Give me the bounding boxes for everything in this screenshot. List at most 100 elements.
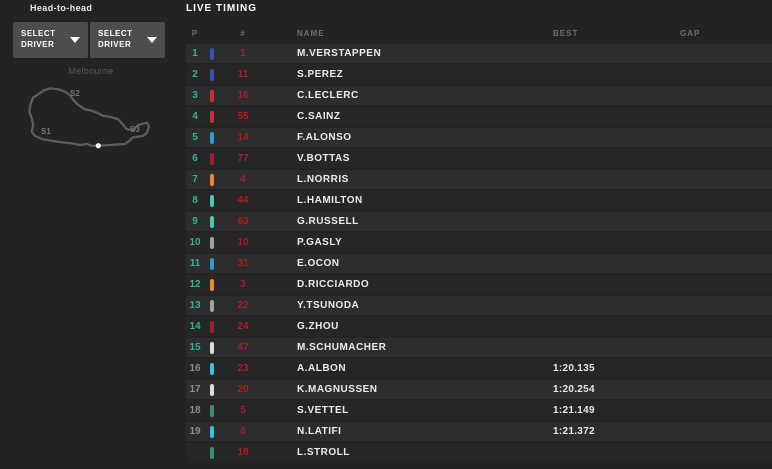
driver-name: P.GASLY (297, 237, 343, 248)
team-color-icon (210, 68, 214, 81)
head-to-head-panel: Head-to-head SELECT DRIVER SELECT DRIVER… (0, 0, 182, 469)
table-row[interactable]: 9 63 G.RUSSELL (186, 212, 772, 231)
sector-3-label: S3 (130, 125, 140, 134)
car-number: 24 (237, 321, 249, 332)
best-time: 1:21.149 (553, 405, 595, 416)
position-number: 19 (189, 426, 201, 437)
driver-name: F.ALONSO (297, 132, 352, 143)
select-driver-1-label: SELECT DRIVER (21, 29, 56, 49)
team-color-bar (204, 383, 220, 396)
car-number: 18 (237, 447, 249, 458)
driver-name: L.NORRIS (297, 174, 349, 185)
car-number: 4 (240, 174, 246, 185)
table-row[interactable]: 19 6 N.LATIFI 1:21.372 (186, 422, 772, 441)
table-row[interactable]: 3 16 C.LECLERC (186, 86, 772, 105)
team-color-icon (210, 320, 214, 333)
circuit-name: Melbourne (68, 66, 114, 76)
driver-name: D.RICCIARDO (297, 279, 370, 290)
driver-name: Y.TSUNODA (297, 300, 360, 311)
select-driver-2-label: SELECT DRIVER (98, 29, 133, 49)
header-gap: GAP (680, 28, 701, 38)
table-row[interactable]: 17 20 K.MAGNUSSEN 1:20.254 (186, 380, 772, 399)
driver-name: G.ZHOU (297, 321, 339, 332)
team-color-icon (210, 236, 214, 249)
team-color-bar (204, 341, 220, 354)
car-number: 23 (237, 363, 249, 374)
position-number: 3 (192, 90, 198, 101)
header-car-number: # (240, 28, 246, 38)
table-row[interactable]: 18 5 S.VETTEL 1:21.149 (186, 401, 772, 420)
track-map: S1 S2 S3 (28, 87, 151, 149)
car-number: 10 (237, 237, 249, 248)
table-row[interactable]: 13 22 Y.TSUNODA (186, 296, 772, 315)
track-outline (28, 87, 151, 147)
position-number: 8 (192, 195, 198, 206)
best-time: 1:21.372 (553, 426, 595, 437)
team-color-bar (204, 47, 220, 60)
position-number: 4 (192, 111, 198, 122)
driver-selectors: SELECT DRIVER SELECT DRIVER (13, 22, 165, 58)
driver-name: M.VERSTAPPEN (297, 48, 382, 59)
team-color-icon (210, 152, 214, 165)
table-row[interactable]: 8 44 L.HAMILTON (186, 191, 772, 210)
table-row[interactable]: 1 1 M.VERSTAPPEN (186, 44, 772, 63)
team-color-bar (204, 425, 220, 438)
car-number: 11 (237, 69, 249, 80)
driver-name: S.VETTEL (297, 405, 349, 416)
table-row[interactable]: 11 31 E.OCON (186, 254, 772, 273)
team-color-bar (204, 194, 220, 207)
live-timing-panel: LIVE TIMING P # NAME BEST GAP 1 1 M.VERS… (186, 0, 772, 464)
driver-name: K.MAGNUSSEN (297, 384, 378, 395)
best-time: 1:20.135 (553, 363, 595, 374)
table-row[interactable]: 2 11 S.PEREZ (186, 65, 772, 84)
start-finish-marker (95, 143, 101, 149)
head-to-head-title: Head-to-head (30, 3, 93, 13)
table-row[interactable]: 15 47 M.SCHUMACHER (186, 338, 772, 357)
header-best: BEST (553, 28, 579, 38)
team-color-bar (204, 152, 220, 165)
select-driver-1-button[interactable]: SELECT DRIVER (13, 22, 88, 58)
team-color-bar (204, 236, 220, 249)
position-number: 11 (189, 258, 201, 269)
team-color-bar (204, 68, 220, 81)
position-number: 2 (192, 69, 198, 80)
team-color-icon (210, 404, 214, 417)
team-color-icon (210, 194, 214, 207)
table-row[interactable]: 16 23 A.ALBON 1:20.135 (186, 359, 772, 378)
team-color-icon (210, 215, 214, 228)
position-number: 12 (189, 279, 201, 290)
table-row[interactable]: 4 55 C.SAINZ (186, 107, 772, 126)
chevron-down-icon (147, 37, 157, 43)
table-row[interactable]: 6 77 V.BOTTAS (186, 149, 772, 168)
car-number: 22 (237, 300, 249, 311)
table-row[interactable]: 10 10 P.GASLY (186, 233, 772, 252)
best-time: 1:20.254 (553, 384, 595, 395)
team-color-bar (204, 446, 220, 459)
driver-name: E.OCON (297, 258, 340, 269)
car-number: 44 (237, 195, 249, 206)
car-number: 47 (237, 342, 249, 353)
team-color-icon (210, 362, 214, 375)
position-number: 7 (192, 174, 198, 185)
driver-name: N.LATIFI (297, 426, 342, 437)
table-row[interactable]: 7 4 L.NORRIS (186, 170, 772, 189)
team-color-icon (210, 131, 214, 144)
table-row[interactable]: 18 L.STROLL (186, 443, 772, 462)
table-row[interactable]: 5 14 F.ALONSO (186, 128, 772, 147)
table-header: P # NAME BEST GAP (186, 26, 772, 40)
position-number: 14 (189, 321, 201, 332)
select-driver-2-button[interactable]: SELECT DRIVER (90, 22, 165, 58)
table-row[interactable]: 14 24 G.ZHOU (186, 317, 772, 336)
team-color-icon (210, 110, 214, 123)
position-number: 15 (189, 342, 201, 353)
team-color-bar (204, 173, 220, 186)
team-color-bar (204, 257, 220, 270)
table-row[interactable]: 12 3 D.RICCIARDO (186, 275, 772, 294)
timing-rows: 1 1 M.VERSTAPPEN 2 11 S.PEREZ 3 16 C.LEC… (186, 44, 772, 462)
live-timing-title: LIVE TIMING (186, 3, 257, 14)
position-number: 1 (192, 48, 198, 59)
team-color-bar (204, 89, 220, 102)
car-number: 20 (237, 384, 249, 395)
driver-name: M.SCHUMACHER (297, 342, 387, 353)
team-color-icon (210, 383, 214, 396)
